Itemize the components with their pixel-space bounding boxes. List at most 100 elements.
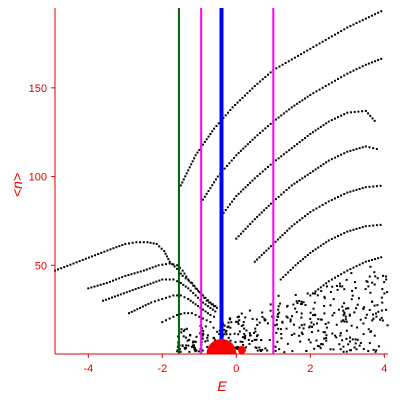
data-point bbox=[206, 339, 209, 342]
data-point bbox=[163, 250, 166, 253]
data-point bbox=[301, 258, 304, 261]
data-point bbox=[363, 306, 366, 309]
data-point bbox=[296, 54, 299, 57]
data-point bbox=[267, 204, 270, 207]
data-point bbox=[339, 334, 342, 337]
data-point bbox=[249, 181, 252, 184]
data-point bbox=[347, 343, 350, 346]
data-point bbox=[287, 60, 290, 63]
data-point bbox=[343, 28, 346, 31]
data-point bbox=[318, 205, 321, 208]
data-point bbox=[118, 277, 121, 280]
data-point bbox=[300, 312, 303, 315]
data-point bbox=[385, 308, 388, 311]
data-point bbox=[253, 136, 256, 139]
data-point bbox=[168, 260, 171, 263]
data-point bbox=[188, 350, 191, 353]
data-point bbox=[336, 288, 339, 291]
data-point bbox=[294, 294, 297, 297]
data-point bbox=[182, 178, 185, 181]
data-point bbox=[228, 203, 231, 206]
data-point bbox=[340, 194, 343, 197]
data-point bbox=[324, 202, 327, 205]
data-point bbox=[245, 329, 248, 332]
data-point bbox=[192, 344, 195, 347]
data-point bbox=[256, 324, 259, 327]
data-point bbox=[284, 62, 287, 65]
data-point bbox=[288, 227, 291, 230]
data-point bbox=[188, 338, 191, 341]
data-point bbox=[213, 337, 216, 340]
data-point bbox=[333, 33, 336, 36]
x-tick-label: 0 bbox=[233, 363, 239, 375]
data-point bbox=[294, 264, 297, 267]
data-point bbox=[277, 305, 280, 308]
data-point bbox=[343, 193, 346, 196]
data-point bbox=[361, 226, 364, 229]
data-point bbox=[242, 336, 244, 339]
data-point bbox=[350, 272, 353, 275]
data-point bbox=[341, 339, 344, 342]
data-point bbox=[358, 344, 361, 347]
data-point bbox=[280, 337, 283, 340]
data-point bbox=[337, 77, 340, 80]
data-point bbox=[334, 334, 337, 337]
data-point bbox=[275, 67, 278, 70]
data-point bbox=[337, 195, 340, 198]
data-point bbox=[192, 284, 195, 287]
data-point bbox=[356, 326, 359, 329]
data-point bbox=[368, 342, 371, 345]
data-point bbox=[137, 286, 140, 289]
data-point bbox=[367, 259, 370, 262]
data-point bbox=[275, 331, 278, 334]
data-point bbox=[131, 241, 134, 244]
data-point bbox=[375, 315, 378, 318]
data-point bbox=[146, 241, 149, 244]
data-point bbox=[307, 338, 310, 341]
data-point bbox=[224, 331, 227, 334]
data-point bbox=[351, 289, 354, 292]
data-point bbox=[277, 327, 280, 330]
data-point bbox=[296, 180, 299, 183]
data-point bbox=[358, 20, 361, 23]
data-point bbox=[249, 140, 252, 143]
data-point bbox=[113, 295, 116, 298]
data-point bbox=[241, 96, 244, 99]
data-point bbox=[60, 267, 63, 270]
data-point bbox=[99, 283, 102, 286]
data-point bbox=[161, 297, 164, 300]
data-point bbox=[371, 319, 374, 322]
data-point bbox=[291, 350, 294, 353]
data-point bbox=[238, 315, 241, 318]
data-point bbox=[130, 310, 133, 313]
data-point bbox=[343, 152, 346, 155]
data-point bbox=[327, 239, 330, 242]
data-point bbox=[359, 318, 362, 321]
data-point bbox=[264, 318, 267, 321]
data-point bbox=[278, 65, 281, 68]
data-point bbox=[256, 215, 259, 218]
data-point bbox=[176, 264, 179, 267]
data-point bbox=[352, 189, 355, 192]
data-point bbox=[184, 277, 187, 280]
data-point bbox=[292, 303, 295, 306]
data-point bbox=[249, 334, 252, 337]
data-point bbox=[193, 349, 196, 352]
data-point bbox=[209, 187, 212, 190]
data-point bbox=[115, 278, 118, 281]
data-point bbox=[183, 272, 186, 275]
data-point bbox=[136, 308, 139, 311]
data-point bbox=[205, 299, 208, 302]
data-point bbox=[204, 303, 207, 306]
data-point bbox=[367, 112, 370, 115]
data-point bbox=[340, 273, 343, 276]
data-point bbox=[380, 57, 383, 60]
data-point bbox=[282, 191, 285, 194]
data-point bbox=[383, 292, 386, 295]
data-point bbox=[202, 329, 205, 332]
data-point bbox=[226, 206, 229, 209]
data-point bbox=[305, 350, 308, 352]
data-point bbox=[300, 53, 303, 56]
data-point bbox=[165, 296, 167, 299]
data-point bbox=[370, 14, 373, 17]
